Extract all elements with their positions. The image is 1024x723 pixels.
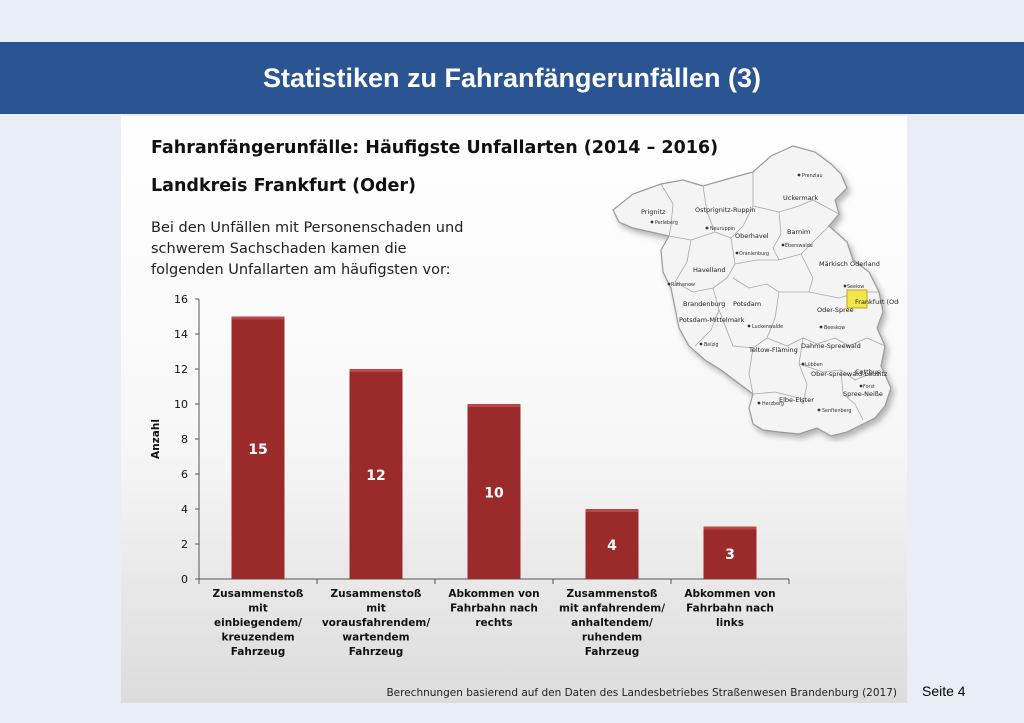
map-label: Barnim: [787, 228, 810, 236]
map-label: Cottbus: [855, 368, 881, 376]
x-category-label: links: [716, 617, 744, 629]
map-labels: Prignitz Ostprignitz-Ruppin Uckermark Ob…: [641, 194, 899, 404]
bar-chart: 0 2 4 6 8 10 12 14 16 Anzahl 15 Zusammenstoß mit einb…: [150, 293, 790, 658]
source-note: Berechnungen basierend auf den Daten des…: [386, 687, 897, 699]
map-towns: Prenzlau Perleberg Neuruppin Eberswalde …: [650, 173, 875, 414]
bar-highlight: [467, 404, 521, 407]
bar: [585, 509, 639, 579]
x-category-label: Abkommen von: [684, 588, 775, 600]
y-tick-label: 2: [181, 538, 188, 551]
x-category-label: kreuzendem: [221, 632, 294, 644]
map-town: Neuruppin: [710, 226, 735, 232]
bar-value-label: 15: [248, 442, 267, 458]
bar: [349, 369, 403, 579]
map-town: Perleberg: [655, 220, 678, 226]
map-town: Herzberg: [762, 401, 784, 407]
y-tick-label: 8: [181, 433, 188, 446]
map-town: Rathenow: [671, 282, 695, 288]
x-category-label: Zusammenstoß: [331, 588, 422, 600]
x-category-label: einbiegendem/: [214, 617, 302, 629]
map-town: Eberswalde: [785, 243, 813, 249]
map-town: Senftenberg: [822, 408, 851, 414]
map-label: Uckermark: [783, 194, 818, 202]
panel-subheading: Landkreis Frankfurt (Oder): [151, 176, 417, 196]
bar-highlight: [231, 316, 285, 320]
x-category-label: mit anfahrendem/: [559, 603, 665, 615]
map-outline: [612, 145, 892, 437]
y-tick-label: 6: [181, 468, 188, 481]
map-town: Forst: [863, 384, 875, 390]
map-borders: [660, 172, 886, 421]
x-category-label: Zusammenstoß: [213, 588, 304, 600]
map-label: Prignitz: [641, 208, 666, 216]
map-town: Oranienburg: [739, 251, 769, 257]
slide-title: Statistiken zu Fahranfängerunfällen (3): [262, 62, 762, 93]
map-town: Belzig: [704, 342, 718, 348]
y-tick-label: 0: [181, 573, 188, 586]
map-label: Dahme-Spreewald: [801, 342, 861, 350]
map-label: Elbe-Elster: [779, 396, 814, 404]
map-town: Luckenwalde: [752, 324, 783, 330]
x-category-label: rechts: [475, 617, 512, 629]
intro-text: Bei den Unfällen mit Personenschaden und…: [151, 220, 464, 278]
bar-value-label: 10: [484, 486, 504, 502]
x-category-label: mit: [366, 603, 386, 615]
bar-value-label: 4: [607, 538, 617, 554]
map-label: Potsdam-Mittelmark: [679, 316, 745, 324]
map-label: Spree-Neiße: [843, 390, 883, 398]
bar-value-label: 3: [725, 547, 735, 563]
x-category-label: mit: [248, 603, 268, 615]
y-tick-label: 12: [174, 363, 188, 376]
y-tick-label: 4: [181, 503, 188, 516]
map-highlight-frankfurt: [846, 289, 868, 309]
bar-highlight: [585, 509, 639, 512]
x-category-label: ruhendem: [582, 632, 642, 644]
map-town: Beeskow: [824, 325, 845, 331]
x-category-label: Fahrbahn nach: [686, 603, 774, 615]
map-label: Teltow-Fläming: [748, 346, 798, 354]
map-town: Prenzlau: [802, 173, 823, 179]
x-category-label: Fahrzeug: [231, 646, 286, 658]
y-tick-label: 10: [174, 398, 188, 411]
content-panel: Fahranfängerunfälle: Häufigste Unfallart…: [121, 116, 907, 703]
map-label: Oder-Spree: [817, 306, 854, 314]
page-number: Seite 4: [922, 683, 966, 699]
panel-heading: Fahranfängerunfälle: Häufigste Unfallart…: [151, 138, 719, 158]
y-axis-title: Anzahl: [150, 419, 162, 459]
map-label: Oberhavel: [735, 232, 769, 240]
x-category-label: Fahrzeug: [585, 646, 640, 658]
bar: [703, 526, 757, 579]
map-label: Brandenburg: [683, 300, 725, 308]
map-label: Potsdam: [733, 300, 761, 308]
bar-value-label: 12: [366, 468, 385, 484]
map-label: Frankfurt (Oder): [855, 298, 899, 306]
y-tick-label: 14: [174, 328, 188, 341]
x-category-label: Fahrbahn nach: [450, 603, 538, 615]
bar-highlight: [703, 526, 757, 530]
map-label: Ober-spreewald-Lausitz: [811, 370, 888, 378]
map-town: Seelow: [847, 284, 864, 290]
x-category-label: Abkommen von: [448, 588, 539, 600]
map-town: Lübben: [805, 362, 823, 368]
title-bar: Statistiken zu Fahranfängerunfällen (3): [0, 42, 1024, 114]
x-category-label: vorausfahrendem/: [322, 617, 431, 629]
bar-highlight: [349, 369, 403, 372]
x-category-label: Fahrzeug: [349, 646, 404, 658]
bar: [231, 316, 285, 579]
x-category-label: wartendem: [342, 632, 409, 644]
map-label: Ostprignitz-Ruppin: [695, 206, 756, 214]
brandenburg-map: Prignitz Ostprignitz-Ruppin Uckermark Ob…: [612, 145, 899, 437]
map-label: Märkisch Oderland: [819, 260, 880, 268]
bar: [467, 404, 521, 579]
map-label: Havelland: [693, 266, 726, 274]
x-category-label: anhaltendem/: [571, 617, 653, 629]
x-category-label: Zusammenstoß: [567, 588, 658, 600]
y-tick-label: 16: [174, 293, 188, 306]
